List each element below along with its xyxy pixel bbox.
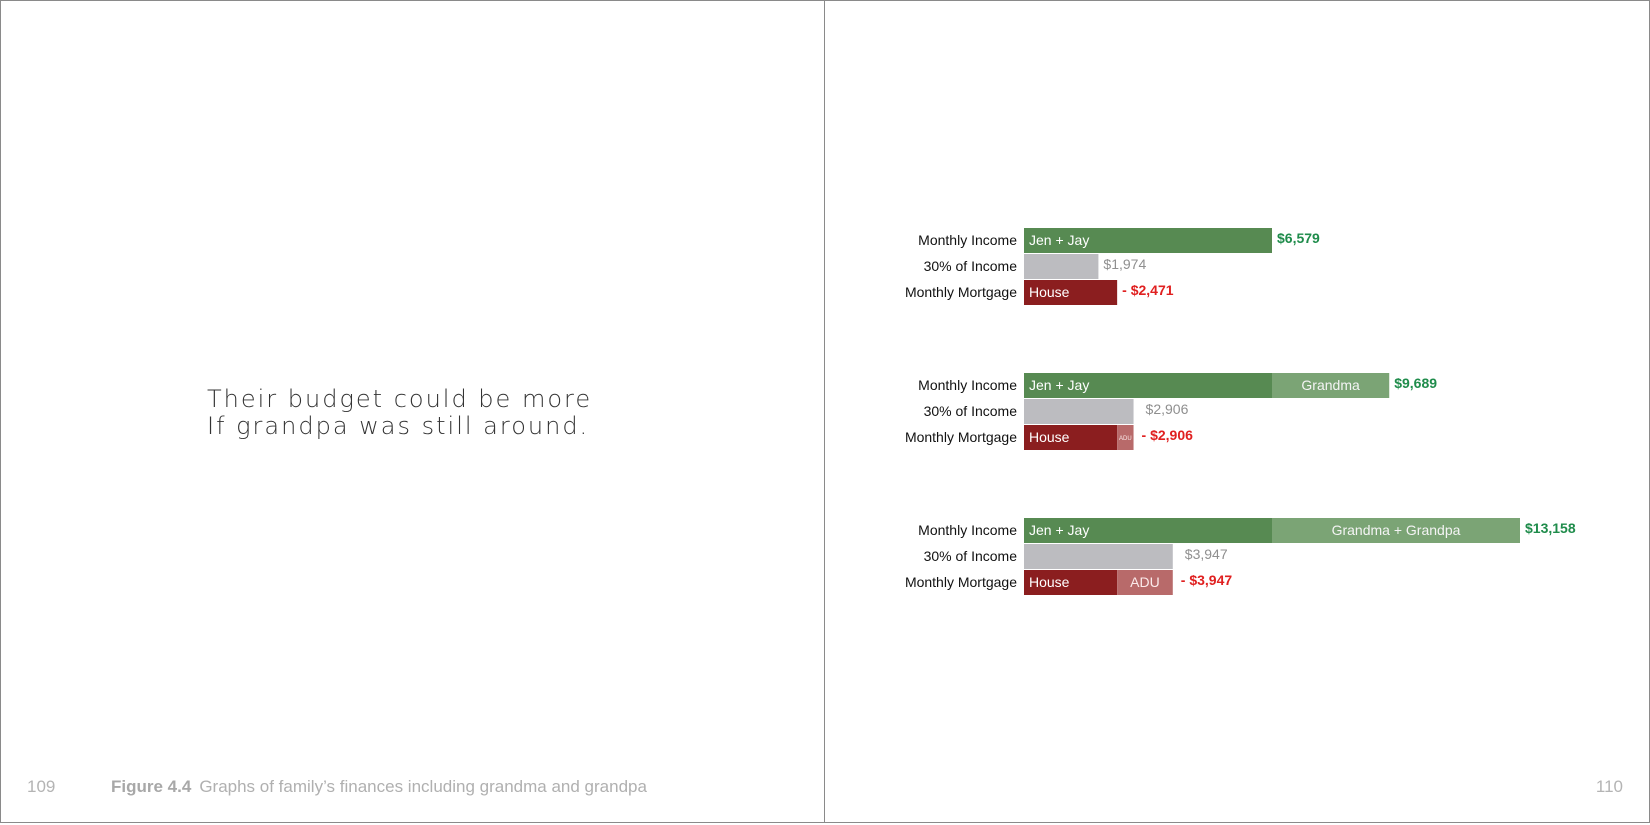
right-page: 110	[824, 0, 1650, 823]
figure-label: Figure 4.4	[111, 777, 192, 796]
mortgage-total-label: - $2,471	[1122, 282, 1174, 298]
quote-line-2: If grandpa was still around.	[207, 412, 590, 440]
category-label: Monthly Income	[918, 377, 1017, 393]
income-segment-label: Jen + Jay	[1029, 232, 1089, 248]
mortgage-total-label: - $3,947	[1181, 572, 1233, 588]
thirty-percent-bar	[1024, 544, 1173, 569]
income-bar-segment	[1272, 373, 1390, 398]
category-label: Monthly Mortgage	[905, 574, 1017, 590]
category-label: Monthly Income	[918, 522, 1017, 538]
income-total-label: $13,158	[1525, 520, 1576, 536]
mortgage-segment-label: House	[1029, 574, 1070, 590]
category-label: Monthly Mortgage	[905, 429, 1017, 445]
thirty-percent-bar	[1024, 254, 1099, 279]
mortgage-total-label: - $2,906	[1142, 427, 1194, 443]
quote-text: Their budget could be more If grandpa wa…	[207, 386, 592, 440]
mortgage-bar-segment	[1117, 425, 1134, 450]
category-label: Monthly Income	[918, 232, 1017, 248]
income-total-label: $9,689	[1394, 375, 1437, 391]
mortgage-segment-label: House	[1029, 429, 1070, 445]
income-bar-segment	[1272, 518, 1520, 543]
thirty-percent-bar	[1024, 399, 1134, 424]
category-label: Monthly Mortgage	[905, 284, 1017, 300]
category-label: 30% of Income	[924, 548, 1018, 564]
left-page: Their budget could be more If grandpa wa…	[0, 0, 826, 823]
mortgage-segment-label: House	[1029, 284, 1070, 300]
quote-line-1: Their budget could be more	[207, 385, 593, 413]
category-label: 30% of Income	[924, 258, 1018, 274]
thirty-percent-value-label: $3,947	[1185, 546, 1228, 562]
thirty-percent-value-label: $2,906	[1146, 401, 1189, 417]
income-segment-label: Jen + Jay	[1029, 522, 1089, 538]
category-label: 30% of Income	[924, 403, 1018, 419]
figure-caption-text: Graphs of family’s finances including gr…	[199, 777, 647, 796]
income-segment-label: Grandma	[1301, 377, 1360, 393]
mortgage-segment-label: ADU	[1130, 574, 1160, 590]
income-segment-label: Jen + Jay	[1029, 377, 1089, 393]
income-bar-segment	[1024, 228, 1272, 253]
income-segment-label: Grandma + Grandpa	[1332, 522, 1461, 538]
page-number-right: 110	[1595, 777, 1623, 796]
income-bar-segment	[1024, 373, 1272, 398]
thirty-percent-value-label: $1,974	[1103, 256, 1146, 272]
mortgage-bar-segment	[1024, 570, 1118, 595]
mortgage-bar-segment	[1024, 425, 1118, 450]
mortgage-bar-segment	[1024, 280, 1118, 305]
mortgage-bar-segment	[1117, 570, 1173, 595]
page-number-left: 109	[27, 777, 56, 796]
income-total-label: $6,579	[1277, 230, 1320, 246]
income-bar-segment	[1024, 518, 1272, 543]
mortgage-segment-label: ADU	[1119, 436, 1132, 442]
figure-caption: Figure 4.4 Graphs of family’s finances in…	[111, 777, 647, 797]
